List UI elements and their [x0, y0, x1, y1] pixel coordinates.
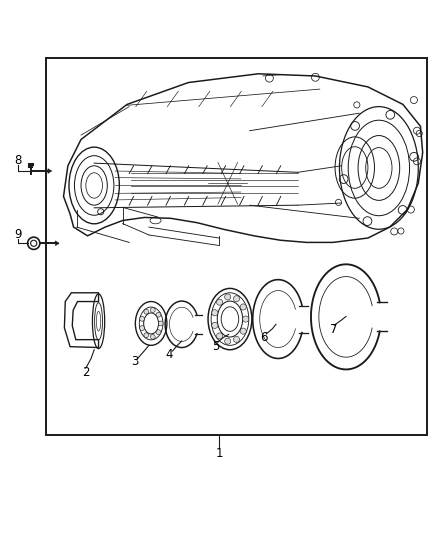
Circle shape [225, 338, 231, 344]
Text: 6: 6 [260, 332, 268, 344]
Circle shape [156, 312, 161, 317]
Circle shape [140, 326, 145, 330]
Circle shape [225, 294, 231, 300]
Circle shape [150, 308, 155, 312]
Circle shape [212, 310, 218, 316]
Circle shape [140, 317, 145, 321]
Text: 5: 5 [212, 340, 219, 353]
Circle shape [216, 333, 223, 339]
Circle shape [240, 304, 246, 310]
Text: 2: 2 [82, 366, 90, 379]
Text: 4: 4 [166, 349, 173, 361]
Circle shape [150, 334, 155, 339]
Circle shape [216, 299, 223, 305]
Circle shape [144, 333, 148, 337]
Text: 3: 3 [131, 356, 138, 368]
Circle shape [240, 328, 246, 334]
Text: 9: 9 [14, 228, 21, 241]
Circle shape [233, 296, 240, 302]
Circle shape [212, 322, 218, 328]
Circle shape [243, 316, 249, 322]
Circle shape [233, 336, 240, 342]
Text: 7: 7 [330, 323, 338, 336]
Text: 8: 8 [14, 154, 21, 167]
Text: 1: 1 [215, 447, 223, 460]
Circle shape [144, 309, 148, 314]
Bar [46, 59, 427, 435]
Circle shape [159, 321, 163, 326]
Circle shape [156, 330, 161, 335]
